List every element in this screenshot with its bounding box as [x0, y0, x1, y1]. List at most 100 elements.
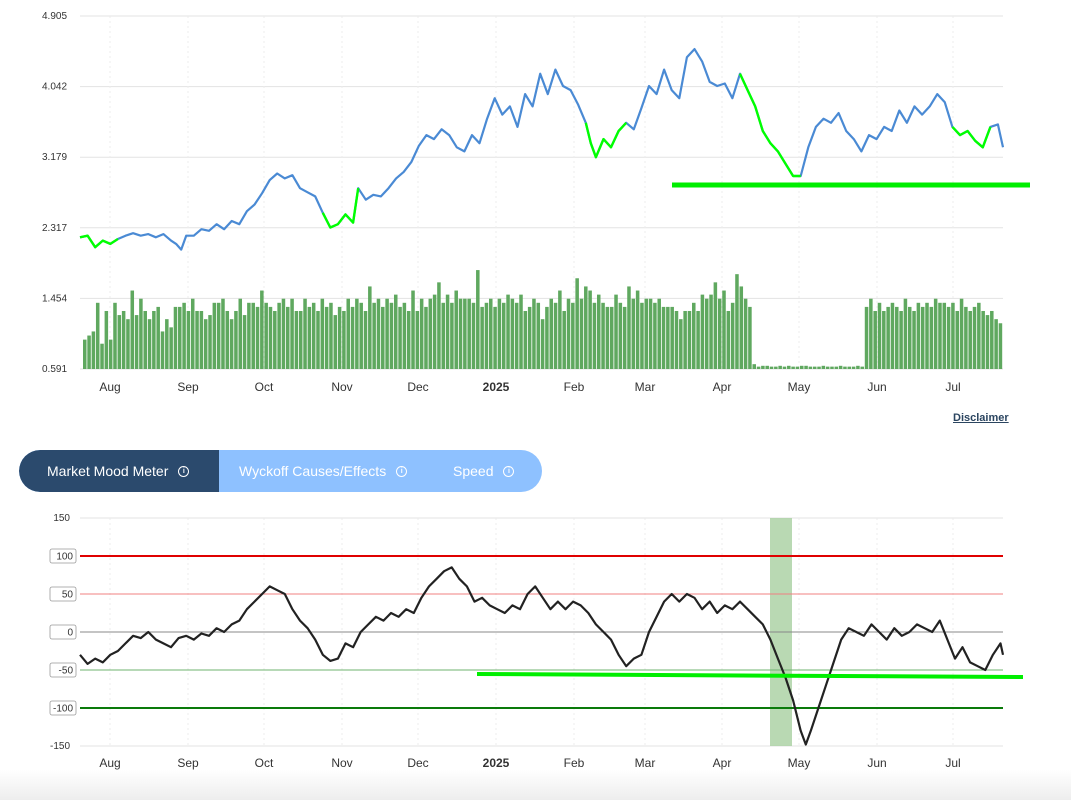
- x-tick-label: Nov: [331, 380, 352, 394]
- volume-bar: [722, 290, 726, 369]
- volume-bar: [787, 365, 791, 369]
- mood-y-axis: 150 100 50 0 -50 -100 -150: [49, 513, 77, 752]
- volume-bar: [156, 306, 160, 369]
- volume-bar: [458, 298, 463, 369]
- y-tick-label: 0: [67, 628, 73, 639]
- y-tick-box: [49, 624, 77, 640]
- volume-bar: [951, 302, 955, 369]
- volume-bar: [644, 298, 649, 369]
- volume-bar: [242, 315, 247, 369]
- volume-bar: [316, 310, 320, 369]
- volume-bar: [791, 366, 795, 369]
- volume-bar: [523, 310, 528, 369]
- x-tick-label: Jun: [867, 380, 886, 394]
- indicator-tabs: Market Mood Meter i Wyckoff Causes/Effec…: [19, 450, 542, 492]
- volume-bar: [307, 306, 312, 369]
- volume-bar: [195, 310, 199, 369]
- info-icon[interactable]: i: [178, 465, 190, 477]
- disclaimer-link[interactable]: Disclaimer: [953, 412, 1009, 424]
- volume-bar: [566, 298, 571, 369]
- y-tick-label: 50: [62, 590, 74, 601]
- volume-bar: [165, 319, 169, 369]
- y-tick-box: [49, 586, 77, 602]
- volume-bar: [480, 306, 484, 369]
- volume-bar: [298, 310, 303, 369]
- mood-chart: 150 100 50 0 -50 -100 -150 Aug Sep Oct Nov Dec 2025…: [49, 513, 1024, 770]
- tab-label: Wyckoff Causes/Effects: [239, 463, 387, 479]
- volume-bar: [622, 306, 627, 369]
- x-tick-label: May: [788, 756, 811, 770]
- y-tick-label: 0.591: [42, 364, 67, 375]
- volume-bar: [169, 327, 173, 369]
- volume-bar: [998, 323, 1003, 369]
- volume-bar: [221, 298, 225, 369]
- volume-bar: [139, 298, 143, 369]
- x-tick-label: Aug: [99, 380, 120, 394]
- y-tick-label: 1.454: [42, 293, 67, 304]
- volume-bar: [756, 366, 761, 369]
- volume-bar: [679, 319, 683, 369]
- volume-bar: [877, 302, 882, 369]
- x-tick-label: Sep: [177, 380, 199, 394]
- volume-bar: [674, 310, 679, 369]
- volume-bar: [769, 366, 774, 369]
- volume-bar: [704, 298, 709, 369]
- volume-bar: [173, 306, 178, 369]
- volume-bar: [666, 306, 670, 369]
- volume-bar: [627, 286, 631, 369]
- price-chart: 4.905 4.042 3.179 2.317 1.454 0.591 Aug Sep Oct…: [42, 11, 1030, 394]
- volume-bar: [653, 302, 657, 369]
- volume-bar: [558, 290, 562, 369]
- volume-bar: [977, 302, 981, 369]
- volume-bar: [946, 306, 951, 369]
- volume-bar: [821, 365, 826, 369]
- volume-bar: [856, 365, 860, 369]
- volume-bar: [255, 306, 260, 369]
- x-tick-label: Oct: [255, 756, 274, 770]
- x-tick-label: Jun: [867, 756, 886, 770]
- volume-bar: [545, 306, 549, 369]
- info-icon[interactable]: i: [396, 465, 408, 477]
- volume-bar: [121, 310, 126, 369]
- volume-bar: [376, 298, 381, 369]
- volume-bar: [393, 294, 398, 369]
- volume-bar: [152, 310, 156, 369]
- volume-bar: [286, 306, 290, 369]
- volume-bar: [350, 306, 355, 369]
- volume-bar: [981, 310, 985, 369]
- volume-bar: [540, 319, 545, 369]
- volume-bar: [596, 294, 601, 369]
- x-tick-label: Mar: [635, 380, 656, 394]
- volume-bar: [834, 366, 839, 369]
- volume-bar: [640, 302, 644, 369]
- volume-bar: [527, 306, 532, 369]
- volume-bar: [869, 298, 873, 369]
- volume-bar: [687, 310, 692, 369]
- volume-bar: [683, 310, 687, 369]
- volume-bar: [575, 278, 579, 369]
- volume-bar: [251, 302, 255, 369]
- tab-label: Market Mood Meter: [47, 463, 169, 479]
- tab-wyckoff-causes-effects[interactable]: Wyckoff Causes/Effects i: [219, 450, 429, 492]
- volume-bar: [238, 298, 243, 369]
- x-tick-label: Jul: [945, 380, 960, 394]
- info-icon[interactable]: i: [503, 465, 515, 477]
- tab-speed[interactable]: Speed i: [429, 450, 515, 492]
- volume-bar: [778, 365, 782, 369]
- volume-bar: [160, 331, 165, 369]
- volume-bar: [415, 310, 420, 369]
- volume-bar: [886, 306, 890, 369]
- volume-bar: [661, 306, 666, 369]
- price-highlight-segment: [79, 234, 119, 249]
- volume-bar: [290, 298, 294, 369]
- volume-bar: [87, 335, 91, 369]
- tab-market-mood-meter[interactable]: Market Mood Meter i: [19, 450, 219, 492]
- volume-bar: [964, 306, 968, 369]
- volume-bar: [579, 298, 584, 369]
- volume-bar: [696, 310, 700, 369]
- volume-bar: [571, 302, 575, 369]
- y-tick-box: [49, 548, 77, 564]
- volume-bar: [471, 302, 476, 369]
- volume-bar: [799, 365, 804, 369]
- volume-bar: [912, 310, 916, 369]
